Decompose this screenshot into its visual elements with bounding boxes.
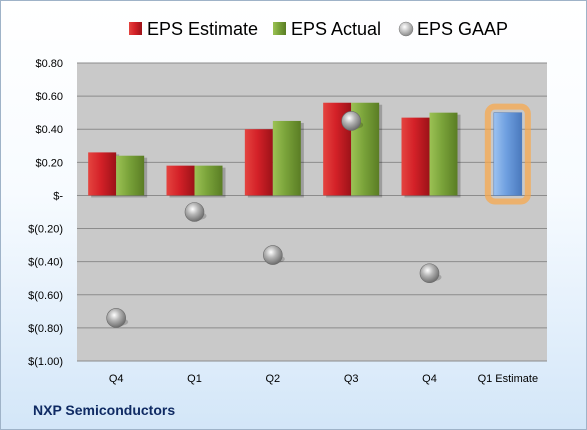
legend-swatch <box>398 21 414 37</box>
x-tick-label: Q1 <box>187 373 202 385</box>
y-tick-label: $0.60 <box>35 91 63 103</box>
legend-swatch <box>129 22 142 35</box>
eps-gaap-point <box>419 263 440 284</box>
bar-eps-estimate <box>88 152 117 196</box>
plot-area <box>77 63 547 361</box>
eps-gaap-point <box>341 111 361 131</box>
y-tick-label: $(0.40) <box>28 257 63 269</box>
y-tick-label: $(0.80) <box>28 323 63 335</box>
y-tick-label: $- <box>53 190 63 202</box>
x-tick-label: Q2 <box>265 373 280 385</box>
y-tick-label: $(0.20) <box>28 224 63 236</box>
x-tick-label: Q1 Estimate <box>478 373 539 385</box>
eps-gaap-point <box>184 202 205 222</box>
company-name: NXP Semiconductors <box>33 402 176 418</box>
x-tick-label: Q4 <box>109 373 124 385</box>
legend-item: EPS GAAP <box>398 19 508 39</box>
bar-eps-actual <box>272 120 301 196</box>
bar-eps-actual <box>116 155 145 196</box>
x-tick-label: Q4 <box>422 373 437 385</box>
bar-eps-estimate <box>244 129 273 196</box>
legend-label: EPS Actual <box>291 19 381 39</box>
bar-eps-estimate <box>166 165 195 196</box>
legend-label: EPS Estimate <box>147 19 258 39</box>
estimate-bar-glow <box>484 103 531 205</box>
y-tick-label: $0.80 <box>35 58 63 70</box>
y-tick-label: $(0.60) <box>28 290 63 302</box>
bar-eps-estimate <box>401 117 430 196</box>
eps-gaap-point <box>263 245 283 265</box>
x-tick-label: Q3 <box>344 373 359 385</box>
y-tick-label: $0.20 <box>35 157 63 169</box>
bar-q1-estimate <box>493 112 523 196</box>
y-tick-label: $(1.00) <box>28 356 63 368</box>
legend-item: EPS Estimate <box>129 19 258 39</box>
eps-gaap-point <box>106 308 126 328</box>
bar-eps-actual <box>194 165 223 196</box>
legend-label: EPS GAAP <box>417 19 508 39</box>
bar-eps-actual <box>429 112 458 196</box>
legend-swatch <box>273 22 286 35</box>
y-tick-label: $0.40 <box>35 124 63 136</box>
legend-item: EPS Actual <box>273 19 381 39</box>
